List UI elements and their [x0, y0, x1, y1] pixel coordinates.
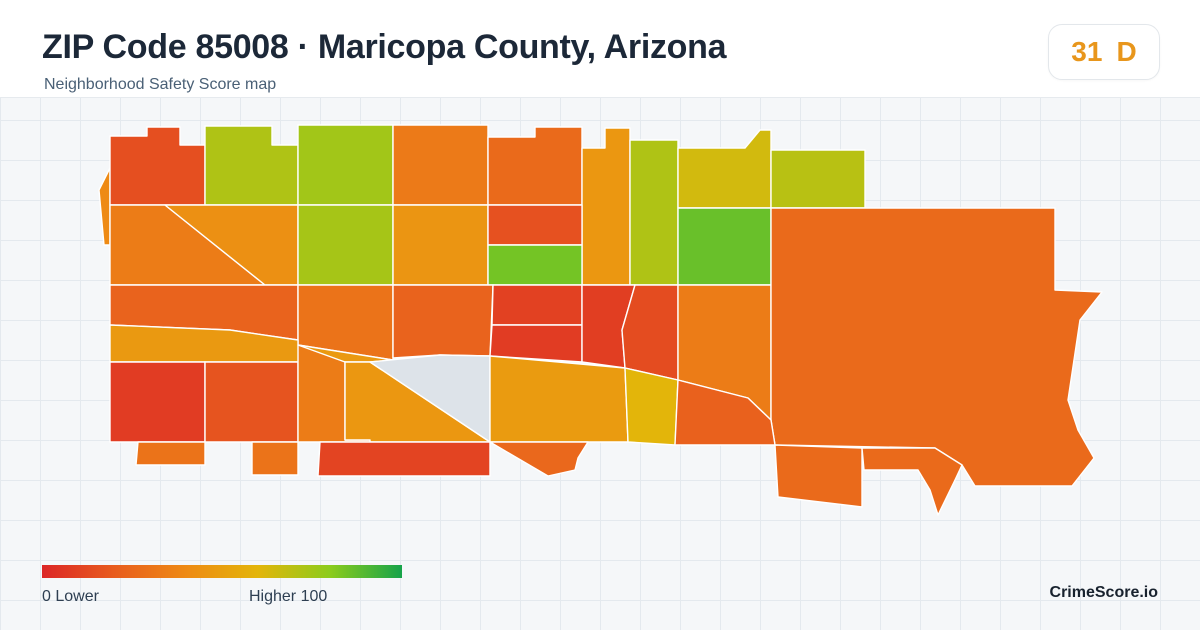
legend-high-label: Higher 100 [249, 588, 328, 605]
map-region-n-row2-4[interactable] [392, 204, 489, 286]
map-region-n-top-6[interactable] [581, 127, 631, 286]
header-band [0, 0, 1200, 98]
score-value: 31 [1071, 36, 1103, 67]
map-region-c-row3-5[interactable] [489, 324, 583, 363]
map-region-n-row2-6[interactable] [487, 244, 583, 286]
map-region-c-row3-7[interactable] [621, 284, 679, 381]
map-region-sw-2[interactable] [204, 361, 299, 443]
map-region-c-row3-3[interactable] [392, 284, 494, 359]
map-region-s-tab-3[interactable] [317, 441, 491, 477]
legend-low-label: 0 Lower [42, 588, 99, 605]
map-region-s-6[interactable] [624, 367, 679, 446]
score-badge: 31 D [1048, 24, 1160, 80]
map-region-se-2[interactable] [861, 447, 963, 516]
map-region-s-7[interactable] [674, 379, 776, 446]
map-region-nw-top-3[interactable] [297, 124, 394, 206]
map-region-n-top-7[interactable] [629, 139, 679, 286]
page-subtitle: Neighborhood Safety Score map [44, 76, 277, 93]
map-region-n-top-4[interactable] [392, 124, 489, 206]
legend-color-bar [42, 565, 402, 578]
map-region-ne-top-9[interactable] [770, 149, 866, 209]
map-region-e-large[interactable] [770, 207, 1103, 487]
map-region-s-tab-4[interactable] [489, 441, 589, 477]
map-region-s-5[interactable] [489, 355, 629, 443]
map-region-n-top-5[interactable] [487, 126, 583, 206]
map-region-ne-row2-7[interactable] [677, 207, 772, 286]
page-title: ZIP Code 85008 · Maricopa County, Arizon… [42, 28, 727, 66]
brand-logo-text[interactable]: CrimeScore.io [1049, 584, 1158, 601]
map-region-s-tab-1[interactable] [135, 441, 206, 466]
score-grade: D [1116, 36, 1137, 67]
map-region-n-row2-3[interactable] [297, 204, 394, 286]
map-region-se-1[interactable] [774, 444, 863, 508]
map-region-s-tab-2[interactable] [251, 441, 299, 476]
map-region-c-row3-4[interactable] [491, 284, 583, 326]
map-region-ne-top-8[interactable] [677, 129, 772, 209]
map-region-n-row2-5[interactable] [487, 204, 583, 246]
map-region-nw-top-2[interactable] [204, 125, 299, 206]
map-region-nw-outlier[interactable] [98, 167, 111, 246]
map-region-nw-top-1[interactable] [109, 126, 206, 206]
map-region-sw-1[interactable] [109, 361, 206, 443]
